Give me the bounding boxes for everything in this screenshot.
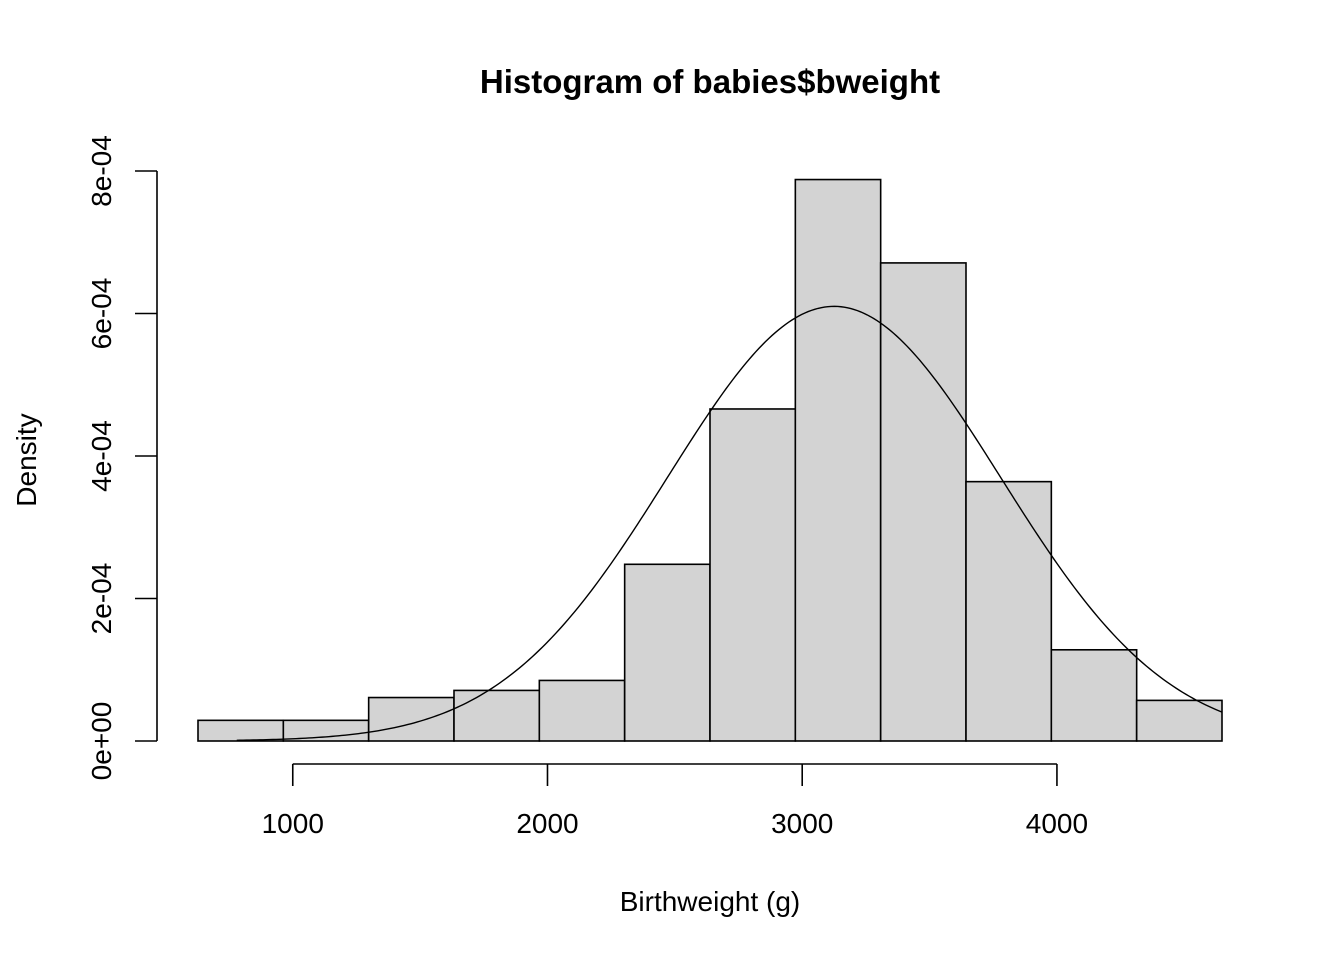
histogram-bar <box>197 719 285 742</box>
histogram-bar <box>367 696 455 742</box>
x-tick-label: 2000 <box>516 808 578 839</box>
histogram-bar <box>965 480 1053 742</box>
y-axis-label: Density <box>11 413 42 506</box>
histogram-bar <box>538 679 626 742</box>
y-axis: 0e+00 2e-04 4e-04 6e-04 8e-04 <box>86 135 158 781</box>
x-axis: 1000 2000 3000 4000 <box>262 763 1088 839</box>
x-axis-label: Birthweight (g) <box>620 886 801 917</box>
chart-title: Histogram of babies$bweight <box>480 63 940 100</box>
histogram-bar <box>623 563 711 742</box>
histogram-bar <box>282 719 370 742</box>
x-tick-label: 1000 <box>262 808 324 839</box>
histogram-bar <box>1135 699 1223 742</box>
y-tick-label: 0e+00 <box>86 702 117 781</box>
normal-density-curve <box>236 305 1223 741</box>
histogram-bar <box>1050 648 1138 742</box>
y-tick-label: 8e-04 <box>86 135 117 207</box>
histogram-bar <box>879 262 967 742</box>
y-tick-label: 6e-04 <box>86 278 117 350</box>
y-tick-label: 2e-04 <box>86 563 117 635</box>
bars-group <box>197 178 1223 742</box>
x-tick-label: 3000 <box>771 808 833 839</box>
x-tick-label: 4000 <box>1026 808 1088 839</box>
y-tick-label: 4e-04 <box>86 420 117 492</box>
histogram-bar <box>453 689 541 742</box>
histogram-bar <box>794 178 882 742</box>
histogram-bar <box>709 408 797 742</box>
